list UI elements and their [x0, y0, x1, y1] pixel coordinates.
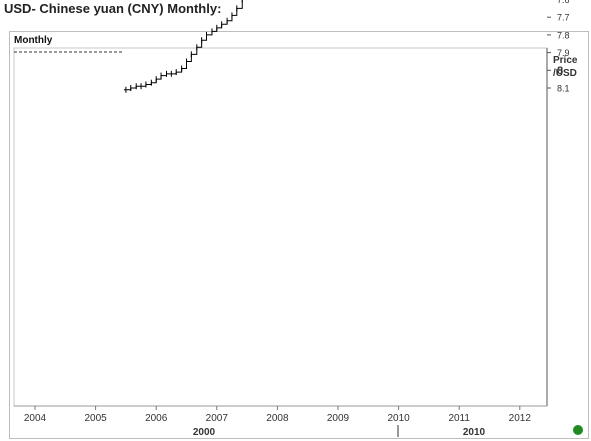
x-tick-label: 2011	[448, 413, 470, 424]
x-tick-label: 2009	[327, 413, 350, 424]
y-tick-label: 7.7	[557, 13, 570, 23]
overview-axis-label: 2000	[193, 427, 216, 438]
y-tick-label: 7.9	[557, 48, 570, 58]
price-axis-label-line1: Price	[553, 55, 578, 66]
x-tick-label: 2005	[84, 413, 107, 424]
x-tick-label: 2012	[509, 413, 532, 424]
x-tick-label: 2006	[145, 413, 168, 424]
x-tick-label: 2004	[24, 413, 47, 424]
overview-axis-label: 2010	[463, 427, 486, 438]
price-line	[123, 0, 248, 91]
price-axis-label-line2: /USD	[553, 68, 577, 79]
y-tick-label: 7.6	[557, 0, 570, 5]
status-indicator	[573, 425, 583, 435]
price-axis-label: Price /USD	[553, 54, 577, 80]
page-title: USD- Chinese yuan (CNY) Monthly:	[4, 1, 222, 16]
x-tick-label: 2010	[387, 413, 410, 424]
period-label[interactable]: Monthly	[14, 35, 53, 46]
chart-frame	[9, 31, 589, 439]
y-tick-label: 8.1	[557, 84, 570, 94]
x-tick-label: 2008	[266, 413, 289, 424]
x-tick-label: 2007	[206, 413, 229, 424]
y-tick-label: 7.8	[557, 30, 570, 40]
y-tick-label: 8	[557, 65, 563, 77]
plot-area	[13, 47, 548, 407]
